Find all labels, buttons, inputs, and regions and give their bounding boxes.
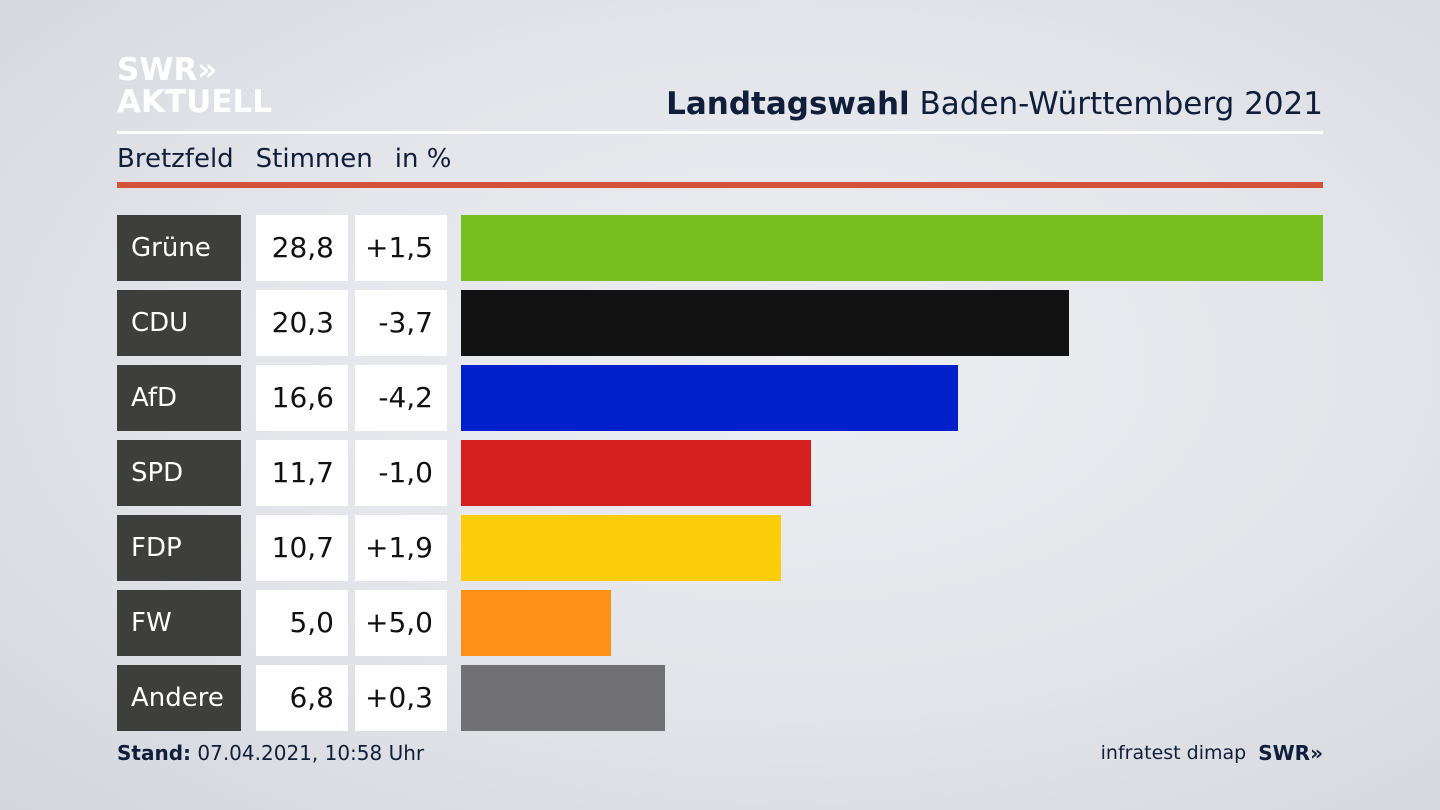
unit-label: in %: [394, 144, 452, 174]
value-label: 5,0: [256, 590, 348, 656]
bar: [461, 365, 958, 431]
bar-row: Grüne 28,8 +1,5: [117, 215, 1323, 281]
party-label: AfD: [117, 365, 241, 431]
logo-line1: SWR»: [117, 52, 218, 88]
title-rest: Baden-Württemberg 2021: [919, 86, 1323, 122]
value-label: 10,7: [256, 515, 348, 581]
bar: [461, 665, 665, 731]
party-label: SPD: [117, 440, 241, 506]
bar: [461, 290, 1069, 356]
value-label: 28,8: [256, 215, 348, 281]
change-label: +5,0: [355, 590, 447, 656]
change-label: +0,3: [355, 665, 447, 731]
bar-row: CDU 20,3 -3,7: [117, 290, 1323, 356]
party-label: Andere: [117, 665, 241, 731]
accent-divider: [117, 182, 1323, 188]
change-label: +1,5: [355, 215, 447, 281]
bar-row: SPD 11,7 -1,0: [117, 440, 1323, 506]
measure-label: Stimmen: [255, 144, 373, 174]
bar: [461, 515, 782, 581]
change-label: -4,2: [355, 365, 447, 431]
party-label: FDP: [117, 515, 241, 581]
change-label: -3,7: [355, 290, 447, 356]
bar: [461, 440, 812, 506]
logo-line2: AKTUELL: [117, 84, 273, 120]
source: infratest dimap SWR»: [1101, 741, 1323, 765]
value-label: 16,6: [256, 365, 348, 431]
timestamp: Stand: 07.04.2021, 10:58 Uhr: [117, 741, 424, 765]
bar-row: FDP 10,7 +1,9: [117, 515, 1323, 581]
party-label: FW: [117, 590, 241, 656]
stand-label: Stand:: [117, 741, 192, 765]
change-label: -1,0: [355, 440, 447, 506]
party-label: Grüne: [117, 215, 241, 281]
bar-row: FW 5,0 +5,0: [117, 590, 1323, 656]
title-bold: Landtagswahl: [666, 86, 910, 122]
bar: [461, 215, 1323, 281]
bar-row: AfD 16,6 -4,2: [117, 365, 1323, 431]
value-label: 11,7: [256, 440, 348, 506]
value-label: 6,8: [256, 665, 348, 731]
chart-title: Landtagswahl Baden-Württemberg 2021: [666, 86, 1323, 122]
swr-logo: SWR»: [1258, 741, 1323, 765]
source-label: infratest dimap: [1100, 742, 1247, 764]
place-label: Bretzfeld: [117, 144, 234, 174]
subheader: Bretzfeld Stimmen in %: [117, 144, 451, 174]
divider: [117, 131, 1323, 134]
bar: [461, 590, 611, 656]
value-label: 20,3: [256, 290, 348, 356]
party-label: CDU: [117, 290, 241, 356]
swr-aktuell-logo: SWR» AKTUELL: [117, 54, 272, 118]
stand-value: 07.04.2021, 10:58 Uhr: [197, 741, 425, 765]
bar-row: Andere 6,8 +0,3: [117, 665, 1323, 731]
change-label: +1,9: [355, 515, 447, 581]
